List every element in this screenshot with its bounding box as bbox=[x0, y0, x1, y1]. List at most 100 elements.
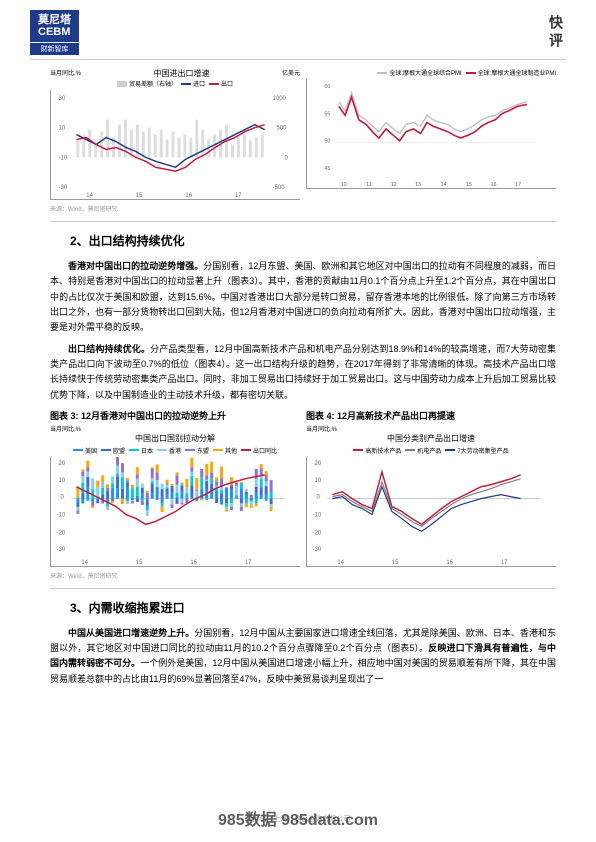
svg-text:-10: -10 bbox=[57, 512, 66, 518]
legend-item: 出口 bbox=[209, 79, 233, 88]
divider-1 bbox=[50, 221, 556, 222]
svg-text:30: 30 bbox=[59, 96, 66, 102]
para-2-2-bold: 出口结构持续优化。 bbox=[68, 344, 150, 354]
svg-text:-30: -30 bbox=[313, 547, 322, 553]
svg-text:-30: -30 bbox=[59, 185, 68, 191]
svg-text:-30: -30 bbox=[57, 547, 66, 553]
legend-item: 出口同比 bbox=[241, 446, 277, 455]
section-3-title: 3、内需收缩拖累进口 bbox=[70, 599, 556, 616]
chart-title: 中国进出口增速 bbox=[154, 68, 210, 79]
svg-text:-20: -20 bbox=[313, 530, 322, 536]
svg-text:-20: -20 bbox=[57, 530, 66, 536]
svg-text:60: 60 bbox=[324, 84, 330, 90]
svg-text:11: 11 bbox=[366, 182, 372, 188]
chart-4-svg: 20100 -10-20-30 14151617 bbox=[306, 457, 556, 567]
y-right-label: 亿美元 bbox=[282, 68, 300, 79]
svg-text:0: 0 bbox=[285, 156, 289, 162]
legend-item: 贸易差额（右轴） bbox=[117, 79, 177, 88]
logo-top: 莫尼塔 CEBM bbox=[30, 10, 79, 42]
svg-text:13: 13 bbox=[415, 182, 421, 188]
svg-text:17: 17 bbox=[245, 560, 252, 566]
chart-4-subtitle: 中国分类别产品出口增速 bbox=[306, 433, 556, 444]
svg-text:14: 14 bbox=[337, 560, 344, 566]
source-2: 来源：Wind，莫尼塔研究 bbox=[50, 571, 556, 580]
divider-2 bbox=[50, 588, 556, 589]
svg-text:16: 16 bbox=[185, 193, 192, 199]
watermark: 985数据 985data.com bbox=[218, 806, 378, 830]
svg-text:15: 15 bbox=[466, 182, 472, 188]
logo-text-en: CEBM bbox=[38, 26, 71, 38]
svg-text:-10: -10 bbox=[313, 512, 322, 518]
logo-text-cn: 莫尼塔 bbox=[38, 14, 71, 26]
chart-1-svg: 30 10 -10 -30 1000 500 0 -500 bbox=[50, 90, 300, 200]
legend-item: 7大劳动密集型产品 bbox=[445, 446, 508, 455]
svg-text:10: 10 bbox=[59, 478, 66, 484]
content-area: 当月同比,% 中国进出口增速 亿美元 贸易差额（右轴） 进口出口 30 10 -1… bbox=[0, 60, 596, 687]
page-header: 莫尼塔 CEBM 财新智库 快评 bbox=[0, 0, 596, 59]
legend-4: 高新技术产品机电产品 7大劳动密集型产品 bbox=[306, 446, 556, 455]
logo-block-wrapper: 莫尼塔 CEBM 财新智库 bbox=[30, 10, 79, 55]
legend-item: 全球:摩根大通全球综合PMI bbox=[377, 68, 461, 77]
svg-text:15: 15 bbox=[136, 560, 143, 566]
charts-row-2: 图表 3: 12月香港对中国出口的拉动逆势上升 当月同比,% 中国出口国别拉动分… bbox=[50, 409, 556, 569]
legend-2: 全球:摩根大通全球综合PMI 全球:摩根大通全球制造业PMI bbox=[306, 68, 556, 77]
legend-item: 进口 bbox=[181, 79, 205, 88]
para-2-1-bold: 香港对中国出口的拉动逆势增强。 bbox=[68, 261, 203, 271]
chart-4-title: 图表 4: 12月高新技术产品出口再提速 bbox=[306, 409, 556, 422]
logo-subtitle: 财新智库 bbox=[30, 43, 79, 55]
chart-2-svg: 60 55 50 45 10 11 12 13 14 15 16 17 bbox=[306, 79, 556, 189]
svg-text:0: 0 bbox=[61, 494, 65, 500]
chart-3-title: 图表 3: 12月香港对中国出口的拉动逆势上升 bbox=[50, 409, 300, 422]
legend-3: 美国欧盟日本香港东盟其他出口同比 bbox=[50, 446, 300, 455]
chart-3-subtitle: 中国出口国别拉动分解 bbox=[50, 433, 300, 444]
svg-text:-500: -500 bbox=[273, 185, 286, 191]
legend-1: 贸易差额（右轴） 进口出口 bbox=[50, 79, 300, 88]
para-2-1: 香港对中国出口的拉动逆势增强。分国别看，12月东盟、美国、欧洲和其它地区对中国出… bbox=[50, 259, 556, 335]
svg-text:14: 14 bbox=[441, 182, 447, 188]
para-3-1-bold: 中国从美国进口增速逆势上升。 bbox=[68, 628, 194, 638]
svg-text:10: 10 bbox=[315, 478, 322, 484]
charts-row-1: 当月同比,% 中国进出口增速 亿美元 贸易差额（右轴） 进口出口 30 10 -1… bbox=[50, 68, 556, 202]
svg-text:16: 16 bbox=[446, 560, 453, 566]
svg-text:20: 20 bbox=[59, 461, 66, 467]
svg-text:10: 10 bbox=[341, 182, 347, 188]
legend-item: 机电产品 bbox=[405, 446, 441, 455]
svg-text:20: 20 bbox=[315, 461, 322, 467]
y-left-label: 当月同比,% bbox=[50, 68, 81, 79]
svg-text:45: 45 bbox=[324, 166, 330, 172]
svg-text:17: 17 bbox=[235, 193, 242, 199]
side-label: 快评 bbox=[546, 15, 566, 51]
svg-text:15: 15 bbox=[392, 560, 399, 566]
para-3-1: 中国从美国进口增速逆势上升。分国别看，12月中国从主要国家进口增速全线回落，尤其… bbox=[50, 626, 556, 687]
section-2-title: 2、出口结构持续优化 bbox=[70, 232, 556, 249]
para-2-2: 出口结构持续优化。分产品类型看，12月中国高新技术产品和机电产品分别达到18.9… bbox=[50, 342, 556, 403]
svg-text:10: 10 bbox=[59, 126, 66, 132]
source-1: 来源：Wind，莫尼塔研究 bbox=[50, 204, 556, 213]
svg-text:-10: -10 bbox=[59, 156, 68, 162]
legend-item: 美国 bbox=[73, 446, 97, 455]
chart-4: 图表 4: 12月高新技术产品出口再提速 当月同比,% 中国分类别产品出口增速 … bbox=[306, 409, 556, 569]
chart-4-ylabel: 当月同比,% bbox=[306, 424, 556, 433]
legend-item: 其他 bbox=[213, 446, 237, 455]
legend-item: 香港 bbox=[157, 446, 181, 455]
svg-text:14: 14 bbox=[86, 193, 93, 199]
legend-item: 东盟 bbox=[185, 446, 209, 455]
svg-text:16: 16 bbox=[491, 182, 497, 188]
svg-text:17: 17 bbox=[515, 182, 521, 188]
legend-item: 日本 bbox=[129, 446, 153, 455]
legend-item: 全球:摩根大通全球制造业PMI bbox=[466, 68, 556, 77]
chart-3-ylabel: 当月同比,% bbox=[50, 424, 300, 433]
para-2-1-text: 分国别看，12月东盟、美国、欧洲和其它地区对中国出口的拉动有不同程度的减弱，而日… bbox=[50, 261, 556, 332]
svg-text:0: 0 bbox=[317, 494, 321, 500]
svg-text:50: 50 bbox=[324, 139, 330, 145]
chart-3-svg: 20100 -10-20-30 14151617 bbox=[50, 457, 300, 567]
svg-text:14: 14 bbox=[81, 560, 88, 566]
svg-text:12: 12 bbox=[391, 182, 397, 188]
svg-text:500: 500 bbox=[277, 126, 288, 132]
chart-2: 全球:摩根大通全球综合PMI 全球:摩根大通全球制造业PMI 60 55 50 4… bbox=[306, 68, 556, 202]
svg-text:55: 55 bbox=[324, 112, 330, 118]
legend-item: 高新技术产品 bbox=[353, 446, 401, 455]
svg-text:1000: 1000 bbox=[273, 96, 287, 102]
chart-1: 当月同比,% 中国进出口增速 亿美元 贸易差额（右轴） 进口出口 30 10 -1… bbox=[50, 68, 300, 202]
svg-text:15: 15 bbox=[136, 193, 143, 199]
